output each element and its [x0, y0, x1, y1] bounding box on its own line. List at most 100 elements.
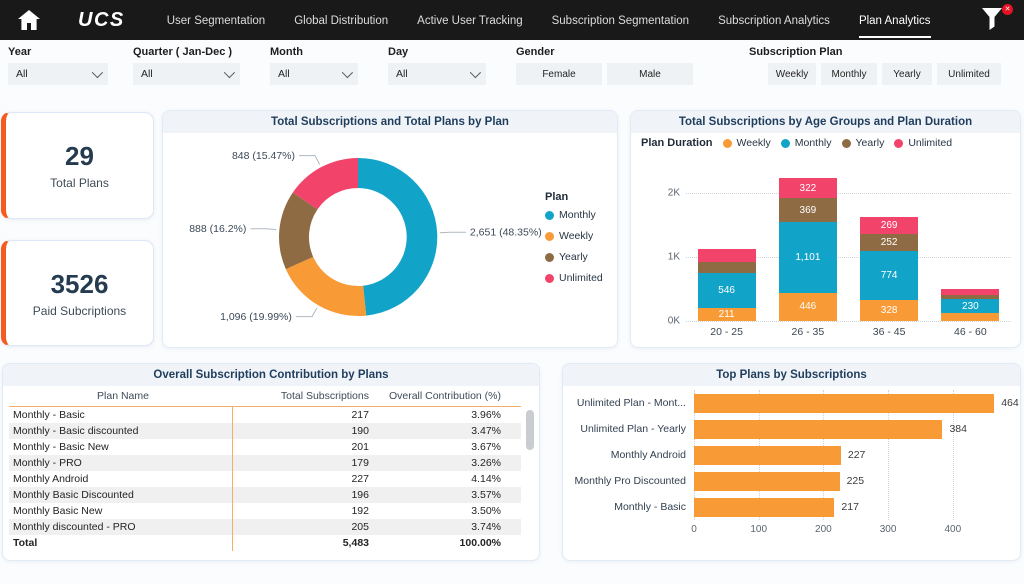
legend-item-unlimited[interactable]: Unlimited [894, 137, 952, 149]
top-plans-row: Unlimited Plan - Yearly 384 [571, 416, 1012, 442]
table-total-row: Total 5,483 100.00% [9, 535, 521, 551]
tab-plan-analytics[interactable]: Plan Analytics [858, 2, 931, 38]
filter-day: Day All [388, 46, 486, 85]
gridline-2K [686, 193, 1011, 194]
stacked-bar-46-60[interactable]: 230 [941, 289, 1000, 321]
contribution-table-panel: Overall Subscription Contribution by Pla… [2, 363, 540, 561]
donut-segment-monthly[interactable] [358, 157, 438, 316]
legend-item-weekly[interactable]: Weekly [545, 230, 603, 242]
tab-subscription-segmentation[interactable]: Subscription Segmentation [551, 15, 690, 27]
table-cell: Monthly Basic Discounted [9, 487, 233, 503]
x-axis-label-0: 0 [691, 524, 697, 535]
filter-clear-badge[interactable]: ✕ [1002, 4, 1013, 15]
month-dropdown[interactable]: All [270, 63, 358, 85]
plan-button-unlimited[interactable]: Unlimited [937, 63, 1001, 85]
bar-value-label: 384 [949, 423, 967, 435]
column-header-plan-name[interactable]: Plan Name [97, 390, 149, 402]
table-row[interactable]: Monthly Android 227 4.14% [9, 471, 521, 487]
bar-segment-yearly[interactable] [941, 294, 1000, 299]
legend-item-monthly[interactable]: Monthly [780, 137, 832, 149]
table-cell: 3.96% [471, 409, 501, 421]
bar-segment-weekly[interactable]: 446 [778, 292, 837, 321]
top-plans-chart: Unlimited Plan - Mont... 464 Unlimited Pla… [571, 390, 1019, 520]
legend-item-unlimited[interactable]: Unlimited [545, 272, 603, 284]
table-row[interactable]: Monthly - PRO 179 3.26% [9, 455, 521, 471]
gender-button-female[interactable]: Female [516, 63, 602, 85]
table-cell: Monthly - Basic discounted [9, 423, 233, 439]
y-axis-label-2K: 2K [667, 187, 680, 199]
kpi-paid-subscriptions-value: 3526 [50, 268, 109, 299]
category-label-unlimited-plan-mont: Unlimited Plan - Mont... [576, 397, 686, 409]
bar-unlimited-plan-mont[interactable] [694, 393, 995, 413]
table-scrollbar-thumb[interactable] [526, 410, 534, 450]
table-row[interactable]: Monthly Basic Discounted 196 3.57% [9, 487, 521, 503]
bar-monthly-android[interactable] [694, 445, 841, 465]
legend-item-monthly[interactable]: Monthly [545, 209, 603, 221]
bar-segment-weekly[interactable] [941, 313, 1000, 321]
donut-segment-weekly[interactable] [285, 256, 367, 317]
table-cell: Monthly - PRO [9, 455, 233, 471]
donut-data-label: 1,096 (19.99%) [220, 311, 292, 323]
legend-label: Weekly [736, 137, 771, 149]
legend-item-yearly[interactable]: Yearly [545, 251, 603, 263]
bar-segment-unlimited[interactable] [697, 248, 756, 263]
bar-segment-unlimited[interactable]: 269 [860, 217, 919, 235]
tab-user-segmentation[interactable]: User Segmentation [166, 15, 266, 27]
table-cell: 205 [351, 521, 369, 533]
day-dropdown-value: All [396, 68, 408, 80]
bar-segment-weekly[interactable]: 328 [860, 300, 919, 321]
legend-label: Yearly [559, 251, 588, 263]
tab-active-user-tracking[interactable]: Active User Tracking [417, 15, 523, 27]
bar-monthly-pro-discounted[interactable] [694, 471, 840, 491]
plan-button-weekly[interactable]: Weekly [768, 63, 816, 85]
bar-segment-weekly[interactable]: 211 [697, 307, 756, 321]
contribution-table-title: Overall Subscription Contribution by Pla… [3, 364, 539, 386]
table-row[interactable]: Monthly discounted - PRO 205 3.74% [9, 519, 521, 535]
legend-label: Unlimited [908, 137, 953, 149]
bar-segment-monthly[interactable]: 1,101 [778, 222, 837, 293]
x-axis-label-200: 200 [815, 524, 832, 535]
donut-segment-unlimited[interactable] [292, 158, 358, 210]
filter-button[interactable]: ✕ [980, 4, 1013, 36]
legend-dot-yearly [545, 252, 554, 262]
plan-button-monthly[interactable]: Monthly [821, 63, 877, 85]
bar-segment-yearly[interactable]: 369 [778, 198, 837, 222]
plan-button-yearly[interactable]: Yearly [882, 63, 932, 85]
table-row[interactable]: Monthly - Basic New 201 3.67% [9, 439, 521, 455]
bar-segment-yearly[interactable] [697, 262, 756, 273]
bar-segment-monthly[interactable]: 774 [860, 250, 919, 300]
day-dropdown[interactable]: All [388, 63, 486, 85]
table-row[interactable]: Monthly - Basic 217 3.96% [9, 407, 521, 423]
stacked-bar-26-35[interactable]: 446 1,101 369 322 [778, 177, 837, 321]
kpi-total-plans-label: Total Plans [50, 176, 109, 190]
table-row[interactable]: Monthly Basic New 192 3.50% [9, 503, 521, 519]
bar-segment-monthly[interactable]: 230 [941, 298, 1000, 314]
quarter-dropdown[interactable]: All [133, 63, 240, 85]
stacked-bar-36-45[interactable]: 328 774 252 269 [860, 217, 919, 321]
bar-unlimited-plan-yearly[interactable] [694, 419, 943, 439]
stacked-bar-x-axis: 20 - 25 26 - 35 36 - 45 46 - 60 [686, 326, 1011, 338]
bar-segment-unlimited[interactable] [941, 289, 1000, 295]
donut-segment-yearly[interactable] [279, 192, 318, 270]
stacked-bar-20-25[interactable]: 211 546 [697, 248, 756, 321]
home-button[interactable] [14, 5, 44, 35]
top-plans-row: Unlimited Plan - Mont... 464 [571, 390, 1019, 416]
bar-track: 225 [694, 471, 1012, 491]
year-dropdown[interactable]: All [8, 63, 108, 85]
legend-item-weekly[interactable]: Weekly [722, 137, 771, 149]
table-cell: 3.26% [471, 457, 501, 469]
legend-item-yearly[interactable]: Yearly [841, 137, 884, 149]
tab-subscription-analytics[interactable]: Subscription Analytics [718, 15, 830, 27]
bar-segment-yearly[interactable]: 252 [860, 234, 919, 251]
bar-track: 217 [694, 497, 1012, 517]
stacked-bar-plot: 0K 1K 2K 211 546 446 1,101 369 322 328 774 252 269 23… [668, 171, 1011, 327]
column-header-overall-contribution[interactable]: Overall Contribution (%) [388, 390, 501, 402]
gender-button-male[interactable]: Male [607, 63, 693, 85]
column-header-total-subscriptions[interactable]: Total Subscriptions [280, 390, 369, 402]
tab-global-distribution[interactable]: Global Distribution [294, 15, 389, 27]
bar-segment-unlimited[interactable]: 322 [778, 177, 837, 199]
table-scrollbar [526, 410, 534, 542]
bar-segment-monthly[interactable]: 546 [697, 272, 756, 308]
bar-monthly-basic[interactable] [694, 497, 835, 517]
table-row[interactable]: Monthly - Basic discounted 190 3.47% [9, 423, 521, 439]
